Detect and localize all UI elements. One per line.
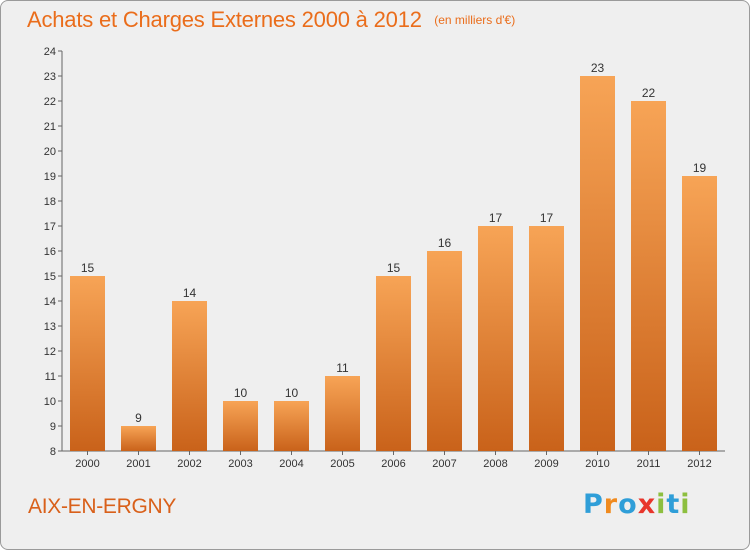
logo-letter: i xyxy=(680,489,691,520)
chart-subtitle: (en milliers d'€) xyxy=(434,13,516,27)
bar-2006 xyxy=(376,276,411,451)
x-tick-label: 2010 xyxy=(585,458,609,470)
y-tick-label: 8 xyxy=(50,446,56,458)
data-label: 11 xyxy=(336,361,349,375)
y-tick-label: 10 xyxy=(44,396,56,408)
x-tick-label: 2005 xyxy=(330,458,354,470)
title-row: Achats et Charges Externes 2000 à 2012 (… xyxy=(27,7,515,33)
data-label: 10 xyxy=(234,386,248,400)
data-label: 16 xyxy=(438,236,452,250)
proxiti-logo[interactable]: Proxiti xyxy=(583,489,691,520)
commune-name: AIX-EN-ERGNY xyxy=(28,495,177,518)
bars: 15 9 14 10 10 11 15 16 17 17 23 22 19 xyxy=(70,61,717,451)
y-tick-label: 17 xyxy=(44,221,56,233)
bar-2000 xyxy=(70,276,105,451)
x-tick-label: 2001 xyxy=(126,458,150,470)
y-tick-label: 22 xyxy=(44,96,56,108)
x-tick-label: 2008 xyxy=(483,458,507,470)
bar-2002 xyxy=(172,301,207,451)
bar-2009 xyxy=(529,226,564,451)
y-tick-label: 15 xyxy=(44,271,56,283)
logo-letter: r xyxy=(603,489,619,520)
bar-2010 xyxy=(580,76,615,451)
data-label: 19 xyxy=(693,161,707,175)
data-label: 22 xyxy=(642,86,656,100)
x-tick-label: 2002 xyxy=(177,458,201,470)
data-label: 17 xyxy=(489,211,503,225)
data-label: 10 xyxy=(285,386,299,400)
y-tick-label: 16 xyxy=(44,246,56,258)
x-tick-label: 2009 xyxy=(534,458,558,470)
bar-2001 xyxy=(121,426,156,451)
y-tick-label: 11 xyxy=(45,371,56,383)
logo-letter: P xyxy=(583,489,604,520)
x-tick-label: 2011 xyxy=(637,458,661,470)
logo-letter: i xyxy=(656,489,667,520)
y-tick-label: 21 xyxy=(44,121,56,133)
chart-title: Achats et Charges Externes 2000 à 2012 xyxy=(27,7,422,32)
bar-2004 xyxy=(274,401,309,451)
data-label: 14 xyxy=(183,286,197,300)
y-tick-label: 19 xyxy=(44,171,56,183)
x-tick-label: 2003 xyxy=(228,458,252,470)
data-label: 9 xyxy=(135,411,142,425)
y-tick-label: 20 xyxy=(44,146,56,158)
logo-letter: x xyxy=(637,489,657,520)
logo-letter: t xyxy=(666,489,681,520)
y-tick-label: 18 xyxy=(44,196,56,208)
y-tick-label: 12 xyxy=(44,346,56,358)
x-tick-label: 2004 xyxy=(279,458,303,470)
data-label: 15 xyxy=(81,261,95,275)
y-tick-label: 9 xyxy=(50,421,56,433)
x-tick-label: 2000 xyxy=(75,458,99,470)
y-tick-label: 24 xyxy=(44,46,56,58)
bar-2005 xyxy=(325,376,360,451)
x-tick-label: 2007 xyxy=(432,458,456,470)
y-tick-label: 13 xyxy=(44,321,56,333)
logo-letter: o xyxy=(618,489,638,520)
bar-2008 xyxy=(478,226,513,451)
bar-2003 xyxy=(223,401,258,451)
bar-2007 xyxy=(427,251,462,451)
data-label: 17 xyxy=(540,211,554,225)
bar-2012 xyxy=(682,176,717,451)
data-label: 23 xyxy=(591,61,605,75)
y-tick-label: 14 xyxy=(44,296,56,308)
y-tick-label: 23 xyxy=(44,71,56,83)
x-tick-label: 2006 xyxy=(381,458,405,470)
data-label: 15 xyxy=(387,261,401,275)
x-tick-label: 2012 xyxy=(687,458,711,470)
bar-2011 xyxy=(631,101,666,451)
axes: 8 9 10 11 12 13 14 15 16 17 18 19 20 21 22 23 24 2000 2001… xyxy=(44,46,725,470)
